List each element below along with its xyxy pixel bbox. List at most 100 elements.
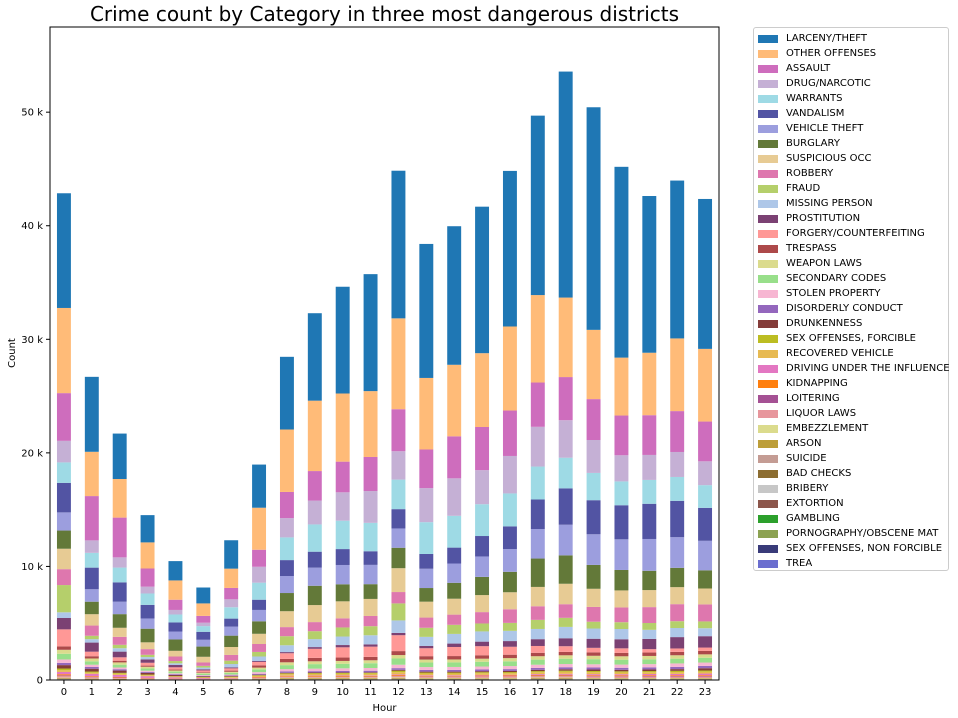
bar-segment — [307, 676, 322, 678]
bar-segment — [168, 622, 183, 632]
bar-segment — [475, 595, 490, 613]
bar-segment — [112, 670, 127, 673]
bar-segment — [363, 274, 378, 392]
bar-segment — [614, 539, 629, 570]
bar-segment — [363, 522, 378, 552]
bar-segment — [614, 415, 629, 456]
legend-label: GAMBLING — [786, 513, 840, 524]
bar-segment — [586, 659, 601, 665]
bar-segment — [168, 675, 183, 677]
bar-segment — [140, 676, 155, 678]
bar-segment — [419, 636, 434, 646]
bar-segment — [224, 635, 239, 647]
bar-segment — [307, 678, 322, 679]
bar-segment — [224, 670, 239, 672]
bar-segment — [419, 656, 434, 660]
bar-segment — [502, 170, 517, 327]
bar-segment — [670, 637, 685, 649]
bar-segment — [391, 672, 406, 675]
legend-item: DRUG/NARCOTIC — [758, 76, 944, 91]
bar-segment — [84, 625, 99, 636]
legend-swatch — [758, 544, 778, 553]
bar-segment — [447, 646, 462, 657]
bar-segment — [419, 671, 434, 673]
y-tick-label: 20 k — [21, 448, 43, 459]
bar-segment — [670, 658, 685, 664]
bar-segment — [670, 673, 685, 676]
bar-segment — [419, 648, 434, 657]
bar-segment — [502, 661, 517, 667]
bar-segment — [84, 642, 99, 652]
bar-segment — [419, 588, 434, 602]
bar-segment — [447, 643, 462, 647]
bar-segment — [84, 668, 99, 672]
bar-segment — [252, 675, 267, 676]
bar-segment — [335, 675, 350, 677]
bar-segment — [586, 534, 601, 565]
bar-segment — [391, 651, 406, 656]
y-tick-label: 10 k — [21, 562, 43, 573]
bar-segment — [112, 667, 127, 670]
bar-segment — [558, 555, 573, 584]
bar-segment — [224, 654, 239, 661]
bar-segment — [335, 645, 350, 648]
bar-segment — [335, 672, 350, 673]
bar-segment — [335, 286, 350, 394]
bar-segment — [642, 649, 657, 653]
bar-segment — [642, 196, 657, 353]
bar-segment — [447, 675, 462, 676]
legend-swatch — [758, 409, 778, 418]
bar-segment — [391, 479, 406, 510]
legend-label: DRIVING UNDER THE INFLUENCE — [786, 363, 950, 374]
bar-segment — [84, 676, 99, 677]
bar-segment — [502, 673, 517, 675]
legend-label: BAD CHECKS — [786, 468, 852, 479]
bar-segment — [391, 674, 406, 675]
x-tick-label: 23 — [699, 687, 712, 698]
bar-segment — [335, 618, 350, 628]
bar-segment — [391, 547, 406, 569]
bar-segment — [252, 566, 267, 583]
x-tick-label: 16 — [504, 687, 517, 698]
bar-segment — [140, 654, 155, 658]
legend-swatch — [758, 394, 778, 403]
bar-segment — [614, 648, 629, 653]
x-tick-label: 20 — [615, 687, 628, 698]
bar-segment — [391, 592, 406, 604]
bar-segment — [252, 674, 267, 676]
bar-segment — [586, 329, 601, 400]
bar-segment — [196, 639, 211, 647]
bar-segment — [363, 678, 378, 679]
legend-label: SEX OFFENSES, FORCIBLE — [786, 333, 916, 344]
bar-segment — [391, 676, 406, 678]
legend-item: WEAPON LAWS — [758, 256, 944, 271]
bar-segment — [698, 636, 713, 648]
bar-segment — [642, 352, 657, 416]
bar-segment — [252, 621, 267, 634]
bar-segment — [642, 479, 657, 504]
bar-segment — [252, 507, 267, 550]
x-tick-label: 10 — [336, 687, 349, 698]
bar-segment — [502, 666, 517, 670]
bar-segment — [475, 504, 490, 537]
legend-item: EMBEZZLEMENT — [758, 421, 944, 436]
bar-segment — [196, 677, 211, 679]
legend-swatch — [758, 319, 778, 328]
legend-label: MISSING PERSON — [786, 198, 873, 209]
bar-segment — [363, 491, 378, 523]
bar-segment — [530, 426, 545, 467]
bar-segment — [670, 537, 685, 568]
legend-swatch — [758, 289, 778, 298]
legend-item: SUICIDE — [758, 451, 944, 466]
bar-segment — [363, 663, 378, 668]
bar-segment — [279, 645, 294, 653]
legend-item: STOLEN PROPERTY — [758, 286, 944, 301]
bar-segment — [530, 466, 545, 500]
bar-segment — [140, 593, 155, 605]
bar-segment — [447, 666, 462, 670]
bar-segment — [558, 646, 573, 652]
x-tick-label: 11 — [364, 687, 377, 698]
bar-segment — [307, 668, 322, 672]
legend-item: FORGERY/COUNTERFEITING — [758, 226, 944, 241]
bar-segment — [614, 675, 629, 677]
